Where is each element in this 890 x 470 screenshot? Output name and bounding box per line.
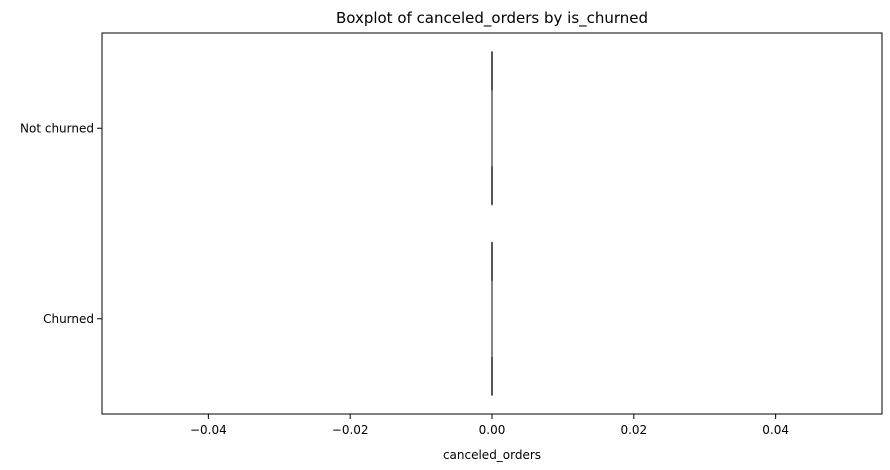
y-tick-label: Churned — [43, 312, 94, 326]
x-tick-label: 0.04 — [762, 423, 789, 437]
y-axis-ticks: Not churned Churned — [20, 121, 102, 326]
x-tick-label: 0.00 — [479, 423, 506, 437]
x-axis-ticks: −0.04 −0.02 0.00 0.02 0.04 — [190, 414, 789, 437]
y-tick-label: Not churned — [20, 121, 94, 135]
chart-title: Boxplot of canceled_orders by is_churned — [336, 9, 648, 28]
x-tick-label: 0.02 — [620, 423, 647, 437]
x-tick-label: −0.02 — [332, 423, 369, 437]
x-axis-label: canceled_orders — [443, 448, 541, 462]
x-tick-label: −0.04 — [190, 423, 227, 437]
